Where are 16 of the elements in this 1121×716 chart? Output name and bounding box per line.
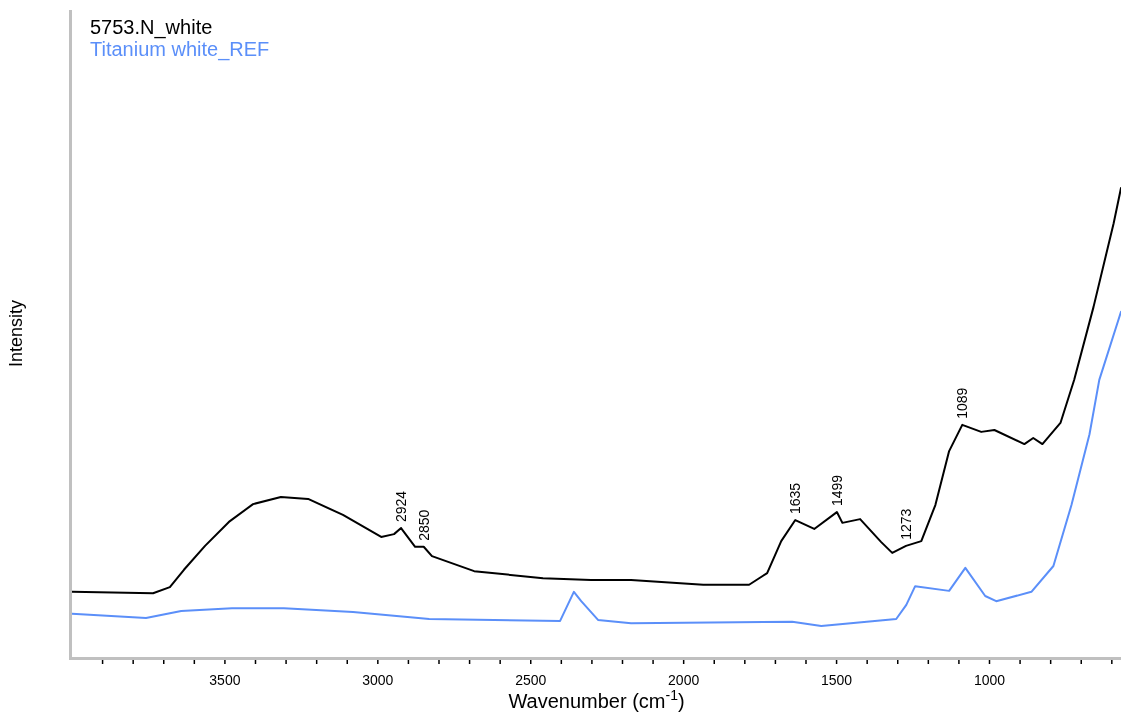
annotation: 2924 (393, 490, 410, 523)
x-tick-label: 1000 (973, 672, 1006, 688)
text: Titanium white_REF (90, 38, 270, 61)
x-tick-label: 1500 (821, 672, 853, 688)
x-tick-label: 2000 (668, 672, 700, 688)
x-tick-label: 3000 (362, 672, 394, 688)
annotation: 1635 (787, 482, 804, 515)
annotation: 1089 (954, 387, 971, 419)
annotation: 2850 (415, 509, 432, 541)
x-axis-title: Wavenumber (cm$^{-1}$) (508, 687, 685, 712)
text: 5753.N_white (90, 16, 213, 39)
annotation: 1273 (898, 508, 914, 540)
x-tick-label: 3500 (209, 672, 241, 688)
annotation: 1499 (828, 474, 845, 507)
x-tick-label: 2500 (515, 672, 547, 688)
y-axis-title: Intensity (6, 299, 26, 368)
